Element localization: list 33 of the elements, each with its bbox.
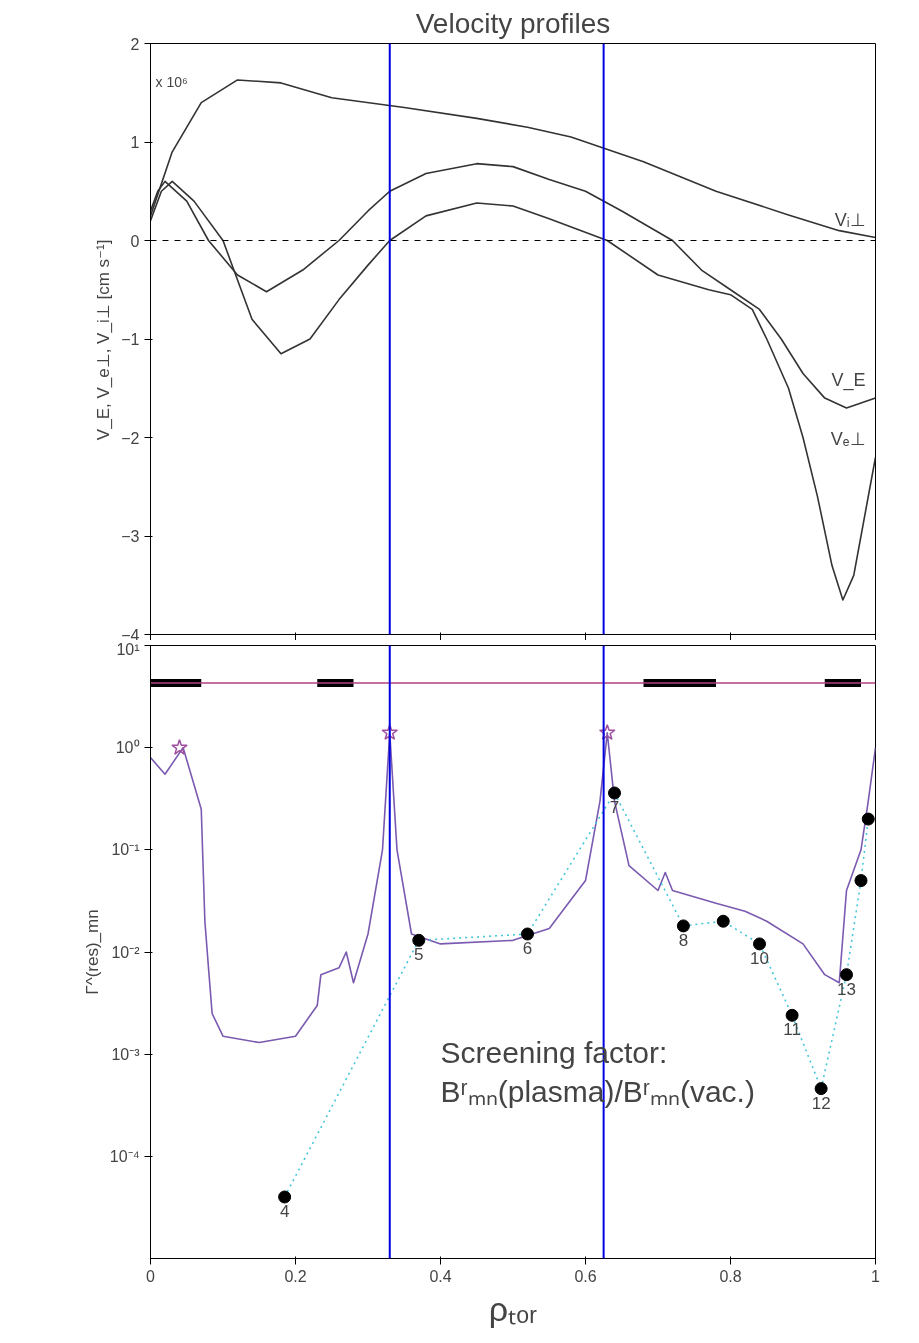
y-tick-label: −1: [121, 331, 140, 348]
x-tick-label: 0.2: [284, 1267, 307, 1285]
y-tick-label: −3: [121, 528, 140, 545]
y-tick-label: 1: [130, 134, 140, 151]
series-label: Vᵢ⊥: [834, 209, 866, 230]
annotation: 11: [783, 1020, 801, 1040]
x-tick-label: 0.6: [574, 1267, 597, 1285]
x-axis-title: ρₜₒᵣ: [488, 1289, 538, 1328]
annotation: 6: [522, 939, 533, 959]
y-axis-title: Γ^(res)_mn: [82, 909, 102, 995]
y-tick-label: 10⁰: [115, 739, 140, 757]
x-tick-label: 0.4: [429, 1267, 452, 1285]
y-tick-label: 10⁻²: [111, 943, 141, 961]
annotation: 12: [811, 1093, 831, 1113]
series-label: V_E: [831, 370, 866, 392]
y-axis-title: V_E, V_e⊥, V_i⊥ [cm s⁻¹]: [94, 239, 114, 441]
annotation: x 10⁶: [155, 73, 188, 90]
x-tick-label: 0.8: [719, 1267, 742, 1285]
x-tick-label: 1: [871, 1267, 881, 1285]
annotation: 13: [837, 979, 856, 999]
annotation: 8: [678, 930, 689, 950]
chart-title: Velocity profiles: [415, 7, 611, 39]
x-tick-label: 0: [146, 1267, 156, 1285]
y-tick-label: 10⁻⁴: [109, 1147, 140, 1165]
annotation: 10: [750, 948, 769, 968]
annotation: 5: [414, 945, 424, 965]
y-tick-label: 10⁻³: [111, 1045, 141, 1063]
y-tick-label: 2: [130, 35, 140, 53]
y-tick-label: 10⁻¹: [111, 841, 140, 859]
y-tick-label: −2: [121, 429, 140, 447]
annotation: 4: [279, 1201, 290, 1221]
series-label: Vₑ⊥: [830, 429, 866, 450]
y-tick-label: 0: [130, 232, 140, 250]
